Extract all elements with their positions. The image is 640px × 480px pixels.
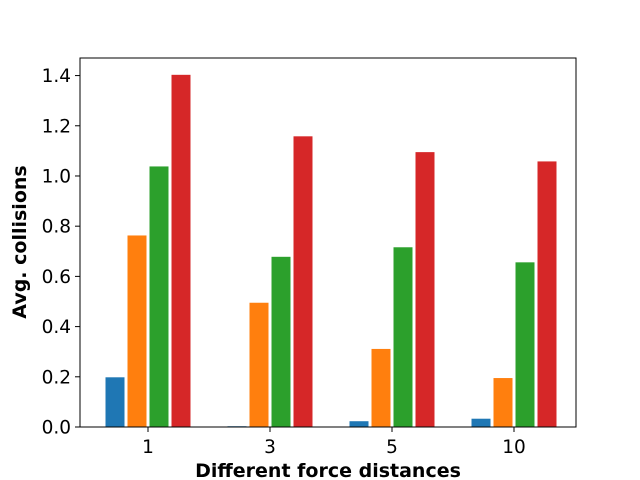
y-axis-label: Avg. collisions — [9, 165, 31, 318]
y-tick-label: 0.2 — [42, 367, 71, 388]
y-tick-label: 1.4 — [42, 66, 71, 87]
bar-series-3-cat-10 — [514, 261, 536, 428]
y-tick-label: 1.2 — [42, 116, 71, 137]
bar-series-2-cat-3 — [248, 301, 270, 428]
plot-frame — [79, 57, 577, 428]
x-tick-label: 1 — [142, 437, 154, 458]
bar-series-3-cat-3 — [270, 255, 292, 428]
y-axis: 0.0 0.2 0.4 0.6 0.8 1.0 1.2 1.4 — [42, 66, 80, 439]
bar-series-2-cat-1 — [126, 234, 148, 428]
x-tick-label: 3 — [264, 437, 276, 458]
x-axis: 1 3 5 10 — [142, 427, 526, 458]
bar-series-2-cat-10 — [492, 377, 514, 428]
bar-series-1-cat-1 — [104, 376, 126, 428]
bars-group — [104, 73, 558, 428]
bar-series-4-cat-5 — [414, 151, 436, 428]
x-axis-label: Different force distances — [195, 460, 461, 480]
bar-series-4-cat-1 — [170, 73, 192, 428]
y-tick-label: 0.0 — [42, 418, 71, 439]
bar-series-2-cat-5 — [370, 347, 392, 428]
bar-series-4-cat-10 — [536, 160, 558, 428]
y-tick-label: 1.0 — [42, 166, 71, 187]
x-tick-label: 10 — [502, 437, 526, 458]
y-tick-label: 0.4 — [42, 317, 71, 338]
y-tick-label: 0.6 — [42, 267, 71, 288]
bar-series-1-cat-5 — [348, 420, 370, 428]
y-tick-label: 0.8 — [42, 217, 71, 238]
x-tick-label: 5 — [386, 437, 398, 458]
bar-series-4-cat-3 — [292, 135, 314, 428]
bar-series-3-cat-5 — [392, 246, 414, 428]
bar-series-3-cat-1 — [148, 165, 170, 428]
bar-series-1-cat-10 — [470, 417, 492, 428]
